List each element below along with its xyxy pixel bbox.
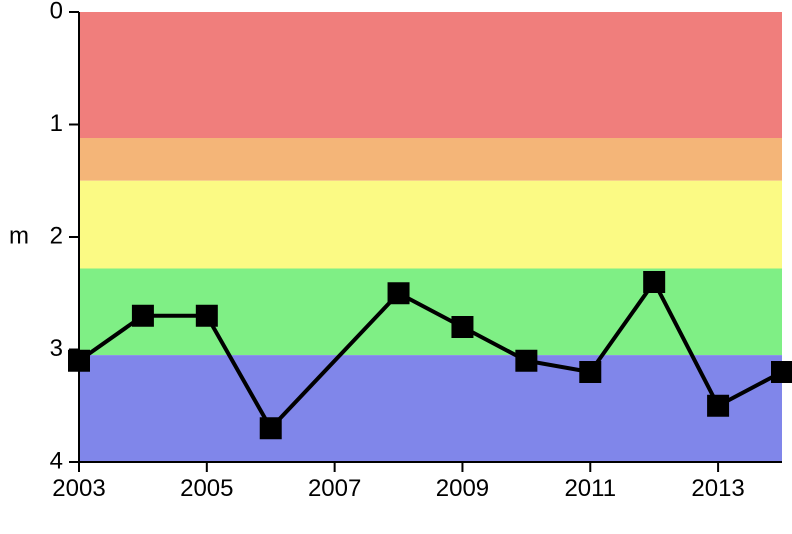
y-tick-label: 4 [50,447,63,474]
series-marker [388,282,410,304]
y-tick-label: 3 [50,335,63,362]
band-1 [79,138,782,181]
series-marker [643,271,665,293]
series-marker [771,361,792,383]
band-2 [79,181,782,269]
x-tick-label: 2007 [308,475,361,502]
x-tick-label: 2003 [52,475,105,502]
series-marker [515,350,537,372]
x-tick-label: 2011 [564,475,616,502]
series-marker [260,417,282,439]
y-tick-label: 0 [50,0,63,24]
y-axis-label: m [9,222,29,249]
series-marker [707,395,729,417]
series-marker [68,350,90,372]
series-marker [451,316,473,338]
chart-root: 0 1 2 3 4 m 2003 2005 2007 2009 2011 2013 [0,0,792,534]
band-4 [79,355,782,462]
x-tick-label: 2009 [436,475,489,502]
chart-svg: 0 1 2 3 4 m 2003 2005 2007 2009 2011 2013 [0,0,792,534]
x-tick-label: 2005 [180,475,233,502]
series-marker [132,305,154,327]
band-0 [79,12,782,138]
y-tick-label: 2 [50,222,63,249]
series-marker [196,305,218,327]
x-tick-label: 2013 [691,475,744,502]
y-tick-label: 1 [50,110,63,137]
series-marker [579,361,601,383]
